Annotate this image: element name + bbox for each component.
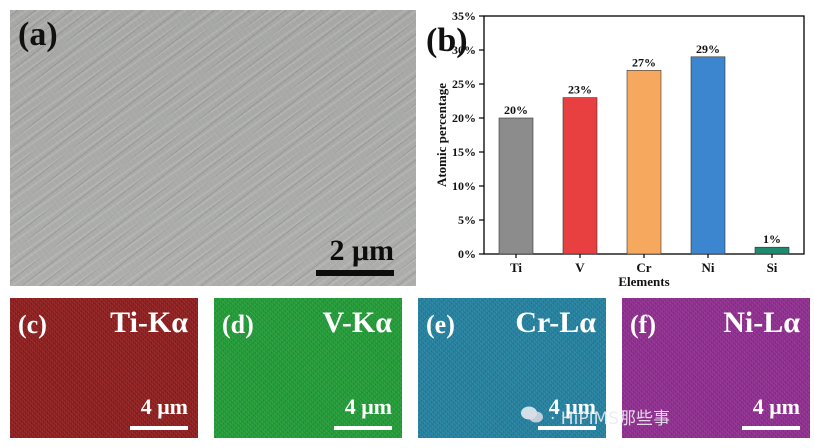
bar-ti [498, 117, 534, 255]
panel-b-label: (b) [426, 22, 468, 59]
bar-si [754, 246, 790, 255]
map-scale-bar [538, 426, 596, 430]
map-panel-label: (d) [222, 310, 254, 339]
data-label: 23% [568, 83, 592, 97]
eds-map-v: (d) V-Kα 4 μm [214, 298, 402, 438]
y-tick-label: 25% [452, 77, 476, 91]
y-tick-label: 10% [452, 179, 476, 193]
bar-v [562, 97, 598, 255]
eds-map-cr: (e) Cr-Lα 4 μm [418, 298, 606, 438]
x-tick-label: Cr [636, 260, 651, 275]
map-texture [418, 298, 606, 438]
y-tick-label: 35% [452, 9, 476, 23]
composition-chart: 0% 5% 10% 15% 20% 25% 30% 35% 20% Ti 23% V 27% Cr 29% N… [416, 8, 814, 294]
y-tick-label: 30% [452, 43, 476, 57]
bar-cr [626, 70, 662, 255]
data-label: 27% [632, 55, 656, 69]
panel-a-label: (a) [18, 16, 58, 53]
map-element-label: Ni-Lα [723, 306, 800, 339]
data-label: 29% [696, 42, 720, 56]
map-texture [214, 298, 402, 438]
map-scale-text: 4 μm [344, 394, 392, 419]
x-tick-label: Ni [702, 260, 715, 275]
map-panel-label: (f) [630, 310, 656, 339]
map-element-label: Cr-Lα [515, 306, 596, 339]
y-tick-label: 5% [458, 213, 476, 227]
data-label: 1% [763, 232, 781, 246]
map-scale-text: 4 μm [548, 394, 596, 419]
map-texture [10, 298, 198, 438]
y-tick-label: 0% [458, 247, 476, 261]
map-scale-bar [334, 426, 392, 430]
bar-ni [690, 56, 726, 255]
map-scale-bar [130, 426, 188, 430]
x-tick-label: Ti [510, 260, 522, 275]
x-tick-label: Si [767, 260, 778, 275]
bar-chart-svg: 0% 5% 10% 15% 20% 25% 30% 35% 20% Ti 23% V 27% Cr 29% N… [434, 9, 805, 289]
data-label: 20% [504, 103, 528, 117]
map-panel-label: (c) [18, 310, 47, 339]
sem-scale-bar [316, 270, 394, 276]
x-axis-title: Elements [618, 274, 669, 289]
y-tick-label: 15% [452, 145, 476, 159]
map-scale-text: 4 μm [752, 394, 800, 419]
eds-map-ni: (f) Ni-Lα 4 μm [622, 298, 810, 438]
map-panel-label: (e) [426, 310, 455, 339]
map-texture [622, 298, 810, 438]
x-tick-label: V [575, 260, 585, 275]
watermark-text: · HiPIMS那些事 [550, 409, 671, 429]
map-scale-text: 4 μm [140, 394, 188, 419]
y-tick-label: 20% [452, 111, 476, 125]
map-scale-bar [742, 426, 800, 430]
map-element-label: V-Kα [322, 306, 392, 339]
eds-map-ti: (c) Ti-Kα 4 μm [10, 298, 198, 438]
map-element-label: Ti-Kα [110, 306, 188, 339]
sem-image-panel: (a) 2 μm [10, 10, 416, 286]
sem-scale-text: 2 μm [329, 234, 395, 267]
chat-icon [521, 406, 543, 423]
y-axis-title: Atomic percentage [434, 83, 449, 187]
